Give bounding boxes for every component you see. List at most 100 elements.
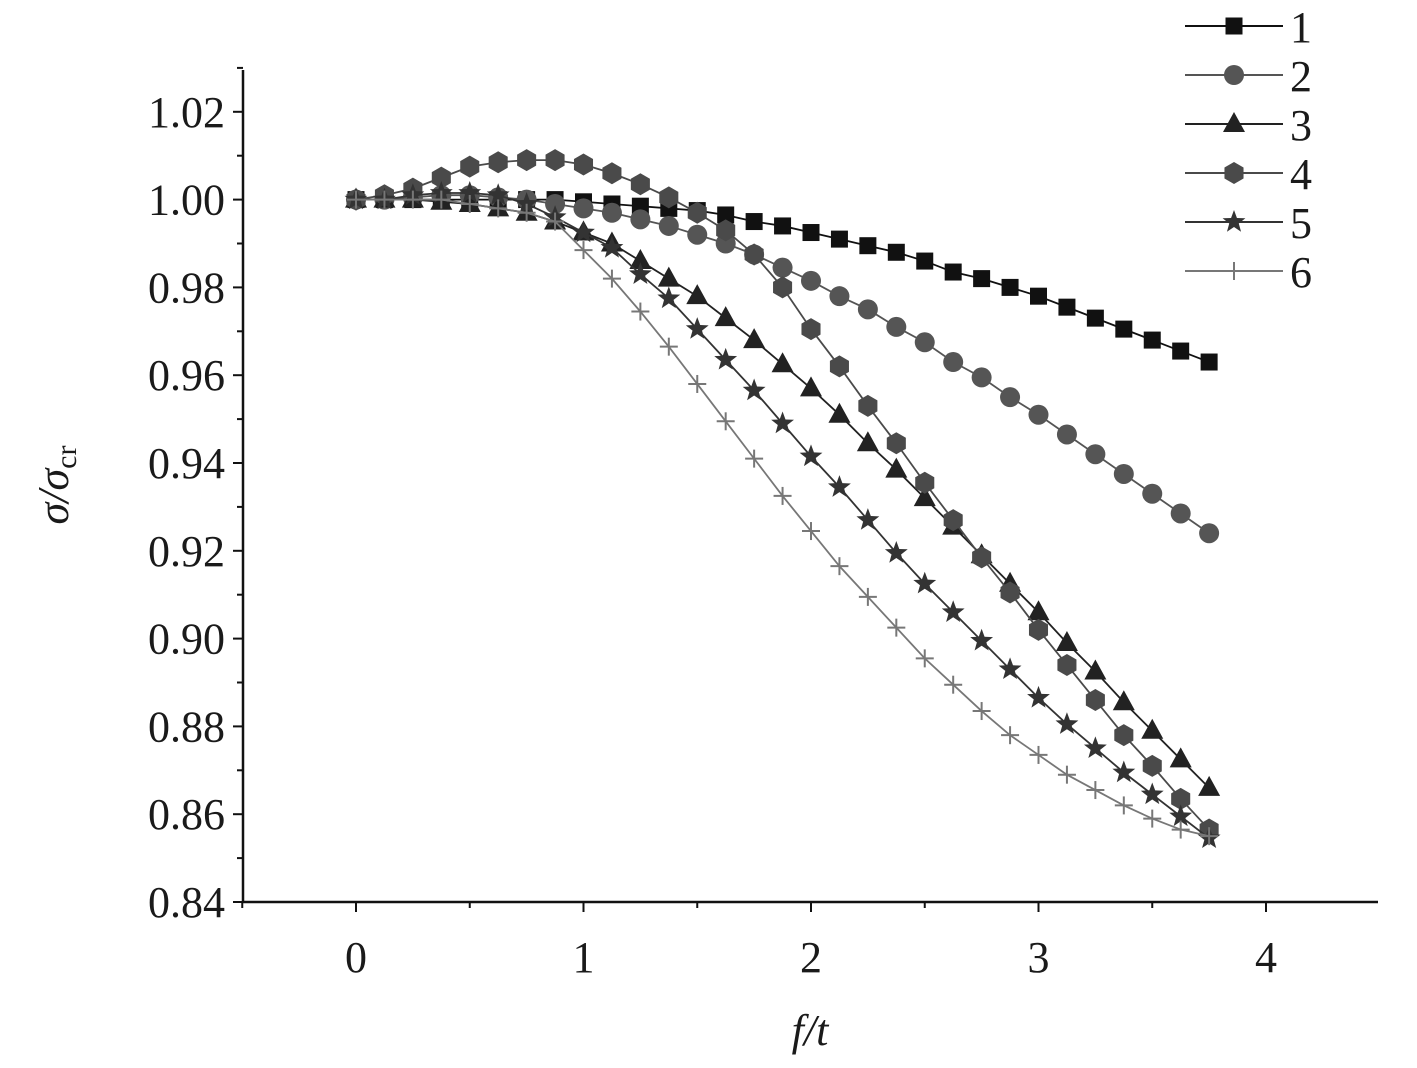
data-point-series-5 bbox=[799, 444, 823, 467]
data-point-series-3 bbox=[1112, 690, 1135, 711]
data-point-series-4 bbox=[943, 509, 963, 532]
data-point-series-6 bbox=[1143, 809, 1162, 828]
y-tick-label: 0.90 bbox=[148, 615, 225, 664]
data-point-series-6 bbox=[574, 241, 593, 260]
data-point-series-5 bbox=[1169, 804, 1193, 827]
data-point-series-4 bbox=[488, 151, 508, 174]
data-point-series-4 bbox=[972, 546, 992, 569]
data-point-series-5 bbox=[1055, 712, 1079, 734]
data-point-series-5 bbox=[970, 628, 994, 651]
data-point-series-4 bbox=[1085, 689, 1105, 712]
data-point-series-4 bbox=[431, 166, 451, 189]
data-point-series-5 bbox=[856, 508, 880, 530]
data-point-series-5 bbox=[998, 657, 1022, 680]
data-point-series-6 bbox=[1114, 796, 1133, 815]
data-point-series-2 bbox=[630, 209, 651, 230]
data-point-series-3 bbox=[800, 376, 822, 397]
data-point-series-4 bbox=[1142, 754, 1162, 777]
data-point-series-1 bbox=[1143, 331, 1161, 349]
y-tick-label: 0.92 bbox=[148, 527, 225, 576]
data-point-series-5 bbox=[600, 235, 624, 258]
legend-item-3: 3 bbox=[1185, 101, 1312, 150]
data-point-series-1 bbox=[887, 243, 905, 261]
data-point-series-3 bbox=[1169, 747, 1192, 768]
x-tick-label: 4 bbox=[1255, 933, 1277, 982]
data-point-series-2 bbox=[1000, 387, 1021, 408]
y-axis-title-subscript: cr bbox=[50, 446, 83, 469]
y-tick-label: 0.84 bbox=[148, 878, 225, 927]
data-point-series-2 bbox=[914, 332, 935, 353]
data-point-series-2 bbox=[943, 352, 964, 373]
data-point-series-4 bbox=[630, 173, 650, 196]
data-point-series-4 bbox=[545, 149, 565, 172]
data-point-series-5 bbox=[628, 262, 652, 284]
data-point-series-4 bbox=[829, 355, 849, 378]
data-point-series-6 bbox=[858, 587, 877, 606]
data-point-series-1 bbox=[1030, 287, 1047, 305]
data-point-series-4 bbox=[1057, 653, 1077, 676]
y-tick-label: 0.86 bbox=[148, 790, 225, 839]
data-point-series-2 bbox=[1113, 463, 1134, 484]
legend-marker bbox=[1225, 262, 1243, 280]
data-point-series-4 bbox=[915, 471, 935, 494]
data-point-series-4 bbox=[1114, 724, 1134, 747]
data-point-series-2 bbox=[1199, 523, 1220, 544]
data-point-series-3 bbox=[828, 402, 851, 423]
data-point-series-2 bbox=[971, 367, 992, 388]
data-point-series-5 bbox=[657, 286, 681, 309]
data-point-series-2 bbox=[601, 202, 622, 223]
data-point-series-3 bbox=[629, 249, 652, 270]
data-point-series-6 bbox=[1001, 726, 1020, 745]
data-point-series-4 bbox=[744, 243, 764, 266]
data-point-series-6 bbox=[489, 199, 508, 218]
data-point-series-4 bbox=[858, 394, 878, 417]
data-point-series-6 bbox=[830, 557, 849, 576]
data-point-series-5 bbox=[572, 220, 595, 243]
data-point-series-4 bbox=[602, 162, 622, 185]
legend-marker bbox=[1222, 210, 1246, 232]
data-point-series-1 bbox=[1058, 298, 1076, 316]
data-point-series-3 bbox=[714, 306, 737, 327]
legend-label: 1 bbox=[1290, 3, 1312, 52]
x-axis-title: f/t bbox=[792, 1006, 830, 1055]
y-tick-label: 1.00 bbox=[148, 176, 225, 225]
series-layer bbox=[344, 149, 1221, 849]
data-point-series-1 bbox=[1086, 309, 1104, 327]
data-point-series-6 bbox=[403, 190, 422, 209]
data-point-series-2 bbox=[1028, 404, 1049, 425]
data-point-series-6 bbox=[460, 194, 479, 213]
data-point-series-6 bbox=[972, 702, 991, 721]
data-point-series-4 bbox=[659, 186, 679, 209]
data-point-series-4 bbox=[1171, 787, 1191, 810]
data-point-series-4 bbox=[573, 153, 594, 176]
data-point-series-3 bbox=[1027, 600, 1050, 621]
data-point-series-5 bbox=[828, 475, 851, 497]
data-point-series-6 bbox=[546, 212, 565, 231]
y-tick-label: 0.88 bbox=[148, 702, 225, 751]
data-point-series-5 bbox=[458, 181, 482, 203]
data-point-series-1 bbox=[1200, 353, 1218, 371]
data-point-series-1 bbox=[916, 252, 934, 270]
data-point-series-5 bbox=[1083, 736, 1107, 759]
data-point-series-5 bbox=[515, 191, 539, 214]
legend-item-4: 4 bbox=[1185, 150, 1312, 199]
data-point-series-5 bbox=[714, 347, 738, 370]
y-tick-label: 0.98 bbox=[148, 263, 225, 312]
data-point-series-1 bbox=[1172, 342, 1190, 360]
legend-marker bbox=[1223, 112, 1245, 132]
data-point-series-1 bbox=[717, 206, 735, 224]
data-point-series-5 bbox=[1027, 685, 1050, 708]
data-point-series-6 bbox=[802, 522, 820, 541]
data-point-series-1 bbox=[1115, 320, 1133, 338]
x-tick-label: 3 bbox=[1028, 933, 1050, 982]
legend-label: 3 bbox=[1290, 101, 1312, 150]
data-point-series-6 bbox=[745, 449, 764, 468]
data-point-series-2 bbox=[1170, 503, 1191, 524]
data-point-series-2 bbox=[886, 316, 907, 337]
data-point-series-4 bbox=[886, 432, 906, 455]
data-point-series-5 bbox=[1140, 782, 1164, 805]
data-point-series-3 bbox=[856, 431, 879, 452]
legend-label: 6 bbox=[1290, 248, 1312, 297]
data-point-series-6 bbox=[887, 618, 906, 637]
data-point-series-1 bbox=[745, 213, 763, 231]
